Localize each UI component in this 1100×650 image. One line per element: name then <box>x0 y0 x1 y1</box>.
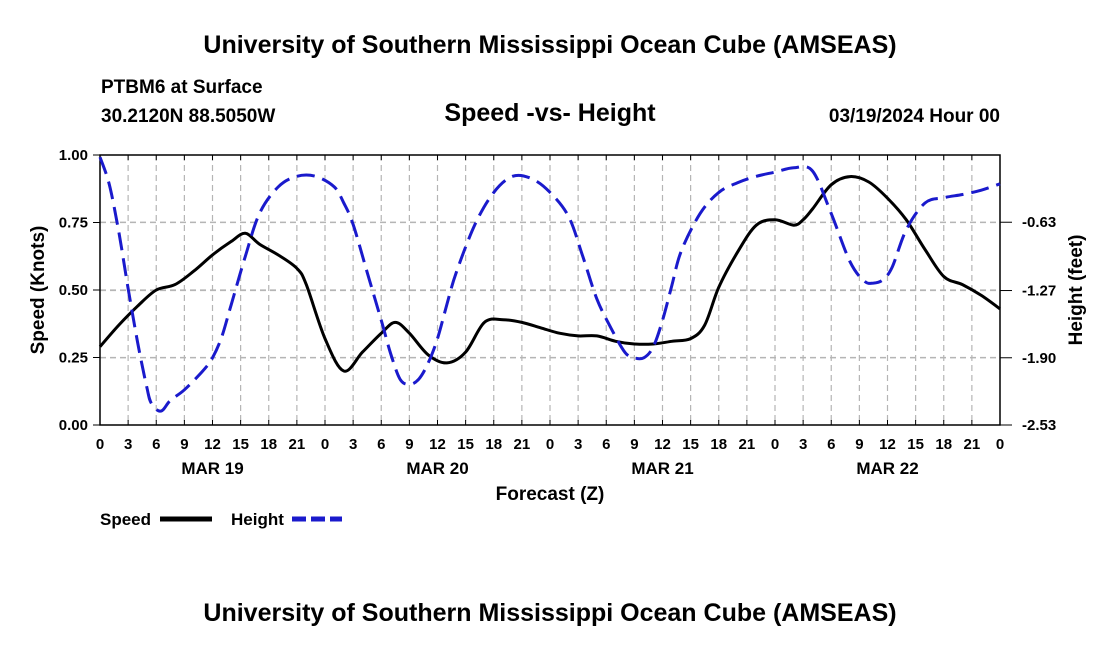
x-tick-label: 6 <box>152 436 160 453</box>
date-label: MAR 19 <box>181 459 243 478</box>
chart-subtitle: Speed -vs- Height <box>444 99 656 127</box>
grid-lines <box>100 155 1000 425</box>
x-tick-label: 12 <box>879 436 896 453</box>
y-tick-label: 0.00 <box>59 417 88 434</box>
y-tick-label: 0.25 <box>59 350 88 367</box>
x-tick-label: 3 <box>799 436 807 453</box>
x-tick-label: 0 <box>546 436 554 453</box>
y2-axis-label: Height (feet) <box>1066 235 1087 346</box>
x-tick-label: 0 <box>96 436 104 453</box>
legend: Speed Height <box>100 510 342 529</box>
y2-tick-label: -2.53 <box>1022 417 1056 434</box>
x-tick-label: 9 <box>180 436 188 453</box>
x-axis-label: Forecast (Z) <box>496 484 605 505</box>
x-tick-label: 9 <box>630 436 638 453</box>
station-label: PTBM6 at Surface <box>101 77 263 98</box>
y-tick-label: 0.50 <box>59 282 88 299</box>
chart-title: University of Southern Mississippi Ocean… <box>203 31 897 59</box>
x-tick-label: 12 <box>654 436 671 453</box>
x-tick-label: 15 <box>907 436 924 453</box>
x-tick-label: 9 <box>405 436 413 453</box>
x-tick-label: 21 <box>289 436 306 453</box>
x-tick-label: 21 <box>739 436 756 453</box>
x-tick-label: 21 <box>964 436 981 453</box>
axes: 0 3 6 9 12 15 18 21 0 3 6 9 12 15 18 21 0 3 6 9 12 15 18 21 0 3 6 9… <box>59 147 1056 478</box>
x-tick-label: 9 <box>855 436 863 453</box>
x-tick-label: 15 <box>457 436 474 453</box>
y-tick-label: 0.75 <box>59 215 88 232</box>
x-tick-label: 0 <box>771 436 779 453</box>
x-tick-label: 12 <box>204 436 221 453</box>
date-label: MAR 22 <box>856 459 918 478</box>
x-tick-label: 18 <box>260 436 277 453</box>
footer-title: University of Southern Mississippi Ocean… <box>203 599 897 627</box>
x-tick-label: 18 <box>935 436 952 453</box>
y-axis-label: Speed (Knots) <box>28 226 49 355</box>
x-tick-label: 3 <box>574 436 582 453</box>
coordinates-label: 30.2120N 88.5050W <box>101 106 276 127</box>
y2-tick-label: -1.27 <box>1022 283 1056 300</box>
series-lines <box>98 156 1001 413</box>
x-tick-label: 3 <box>124 436 132 453</box>
date-label: MAR 20 <box>406 459 468 478</box>
x-tick-label: 0 <box>321 436 329 453</box>
x-tick-label: 3 <box>349 436 357 453</box>
x-tick-label: 6 <box>827 436 835 453</box>
height-series-line <box>98 156 1001 413</box>
x-tick-label: 6 <box>602 436 610 453</box>
x-tick-label: 6 <box>377 436 385 453</box>
x-tick-label: 15 <box>232 436 249 453</box>
legend-height-label: Height <box>231 510 284 529</box>
x-tick-label: 15 <box>682 436 699 453</box>
speed-series-line <box>98 175 1001 373</box>
x-tick-label: 18 <box>710 436 727 453</box>
x-tick-label: 21 <box>514 436 531 453</box>
y2-tick-label: -0.63 <box>1022 214 1056 231</box>
date-label: MAR 21 <box>631 459 693 478</box>
x-tick-label: 12 <box>429 436 446 453</box>
x-tick-label: 18 <box>485 436 502 453</box>
y-tick-label: 1.00 <box>59 147 88 164</box>
legend-speed-label: Speed <box>100 510 151 529</box>
datetime-label: 03/19/2024 Hour 00 <box>828 106 1000 127</box>
x-tick-label: 0 <box>996 436 1004 453</box>
y2-tick-label: -1.90 <box>1022 350 1056 367</box>
